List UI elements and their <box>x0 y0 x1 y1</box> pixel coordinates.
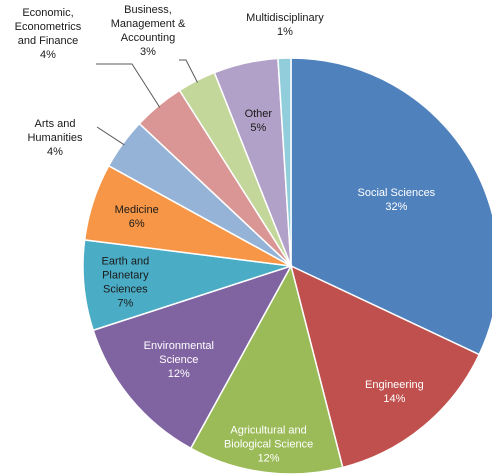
pie-slice-environmental-science <box>92 264 293 450</box>
slice-label-line: Other <box>245 108 273 120</box>
slice-percent: 32% <box>385 201 407 213</box>
pie-slice-engineering <box>289 264 481 469</box>
slice-percent: 1% <box>277 26 293 38</box>
slice-label-environmental-science: Environmental Science 12% <box>144 340 214 380</box>
slice-label-line: Accounting <box>121 32 175 44</box>
slice-label-line: Planetary <box>102 270 149 282</box>
slice-label-business-management-accounting: Business, Management & Accounting 3% <box>111 4 186 58</box>
slice-label-line: Business, <box>124 4 172 16</box>
slice-label-line: and Finance <box>18 35 79 47</box>
slice-percent: 6% <box>129 218 145 230</box>
pie-slice-agricultural-and-biological-science <box>189 263 344 474</box>
pie-slice-social-sciences <box>290 57 492 356</box>
slice-label-line: Environmental <box>144 340 214 352</box>
slice-label-line: Arts and <box>35 118 76 130</box>
slice-label-line: Multidisciplinary <box>246 12 324 24</box>
slice-label-line: Engineering <box>365 379 424 391</box>
slice-label-economic-econometrics-and-finance: Economic, Econometrics and Finance 4% <box>15 7 82 61</box>
slice-label-other: Other 5% <box>245 108 273 134</box>
slice-label-medicine: Medicine 6% <box>115 204 159 230</box>
slice-percent: 3% <box>140 46 156 58</box>
slice-label-earth-and-planetary-sciences: Earth and Planetary Sciences 7% <box>101 256 149 310</box>
slice-percent: 4% <box>40 49 56 61</box>
slice-percent: 14% <box>383 393 405 405</box>
slice-percent: 7% <box>117 298 133 310</box>
slice-label-line: Biological Science <box>224 438 313 450</box>
slice-label-line: Agricultural and <box>230 424 306 436</box>
leader-line-economic-econometrics-and-finance <box>96 63 161 108</box>
slice-label-line: Humanities <box>27 132 83 144</box>
leader-line-business-management-accounting <box>179 59 198 83</box>
slice-percent: 12% <box>168 368 190 380</box>
slice-label-line: Science <box>159 354 198 366</box>
pie-slice-multidisciplinary <box>277 57 292 267</box>
slice-percent: 12% <box>258 452 280 464</box>
slice-label-line: Economic, <box>22 7 73 19</box>
slice-label-multidisciplinary: Multidisciplinary 1% <box>246 12 324 38</box>
slice-label-line: Sciences <box>103 284 148 296</box>
slice-label-line: Econometrics <box>15 21 82 33</box>
slice-label-engineering: Engineering 14% <box>365 379 424 405</box>
slice-percent: 4% <box>47 146 63 158</box>
slice-label-arts-and-humanities: Arts and Humanities 4% <box>27 118 83 158</box>
slice-label-line: Medicine <box>115 204 159 216</box>
slice-label-line: Management & <box>111 18 186 30</box>
slice-label-agricultural-and-biological-science: Agricultural and Biological Science 12% <box>224 424 313 464</box>
slice-label-line: Earth and <box>101 256 149 268</box>
slice-percent: 5% <box>250 122 266 134</box>
leader-line-arts-and-humanities <box>96 126 125 146</box>
slice-label-line: Social Sciences <box>358 187 436 199</box>
slice-label-social-sciences: Social Sciences 32% <box>358 187 436 213</box>
